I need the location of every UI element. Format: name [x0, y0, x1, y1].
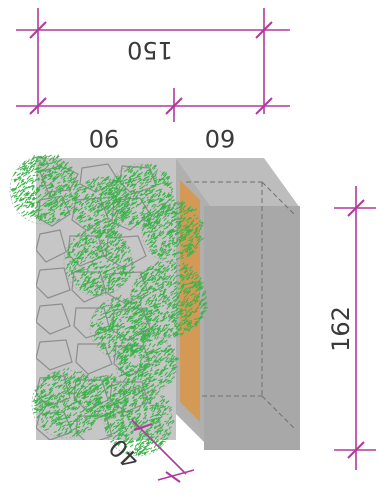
foliage-strokes — [115, 330, 180, 394]
insulation-layer — [180, 180, 200, 422]
foliage-cluster — [89, 294, 154, 359]
block-top-face — [176, 158, 300, 208]
block-front-face — [204, 206, 300, 450]
dimension-left-section-label: 90 — [89, 124, 120, 152]
foliage-outline — [89, 297, 151, 359]
dimension-height-label: 162 — [327, 306, 355, 352]
dimension-sections: 90 60 — [16, 88, 290, 152]
foliage-cluster — [107, 163, 176, 229]
foliage-strokes — [72, 176, 130, 234]
dimension-height: 162 — [327, 186, 376, 470]
foliage-outline — [9, 155, 79, 225]
foliage-strokes — [130, 259, 208, 339]
foliage-cluster — [81, 373, 130, 421]
foliage-cluster — [115, 330, 180, 395]
foliage-outline — [31, 369, 101, 439]
foliage-outline — [141, 201, 203, 263]
foliage-cluster — [63, 225, 136, 297]
foliage-strokes — [89, 294, 154, 359]
dimension-right-section-label: 60 — [205, 124, 236, 152]
foliage-outline — [115, 333, 177, 395]
dimension-top-total: 150 — [16, 8, 290, 114]
foliage-outline — [81, 375, 127, 421]
foliage-cluster — [141, 200, 205, 263]
foliage-strokes — [64, 225, 136, 297]
foliage-outline — [129, 261, 207, 339]
dimension-top-total-label: 150 — [127, 36, 173, 64]
foliage-strokes — [141, 200, 205, 263]
foliage-strokes — [82, 373, 130, 420]
foliage-outline — [103, 387, 173, 457]
foliage-outline — [107, 163, 173, 229]
foliage-cluster — [129, 259, 208, 339]
foliage-outline — [63, 227, 133, 297]
